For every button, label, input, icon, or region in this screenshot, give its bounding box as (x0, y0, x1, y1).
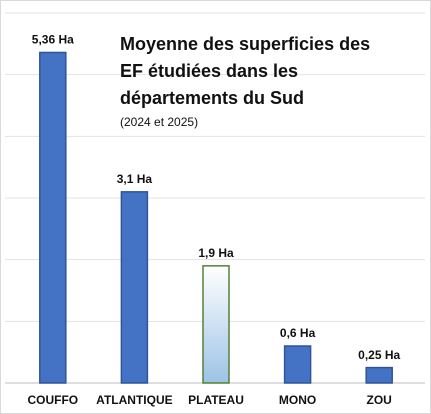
chart-title: Moyenne des superficies des (120, 34, 370, 54)
bar (283, 345, 312, 384)
x-tick-label: ZOU (367, 393, 392, 407)
x-tick-label: ATLANTIQUE (96, 393, 172, 407)
x-tick-label: PLATEAU (188, 393, 244, 407)
value-label: 0,25 Ha (358, 348, 400, 362)
value-label: 3,1 Ha (117, 172, 153, 186)
bar (365, 366, 393, 384)
value-label: 5,36 Ha (32, 33, 74, 47)
bar (39, 51, 67, 384)
chart-subtitle: (2024 et 2025) (120, 115, 198, 129)
value-label: 1,9 Ha (198, 246, 234, 260)
value-label: 0,6 Ha (280, 326, 316, 340)
chart-title: EF étudiées dans les (120, 61, 298, 81)
x-tick-label: MONO (279, 393, 316, 407)
bar (120, 191, 149, 384)
bar (202, 265, 230, 384)
chart-title: départements du Sud (120, 88, 304, 108)
x-tick-label: COUFFO (27, 393, 78, 407)
